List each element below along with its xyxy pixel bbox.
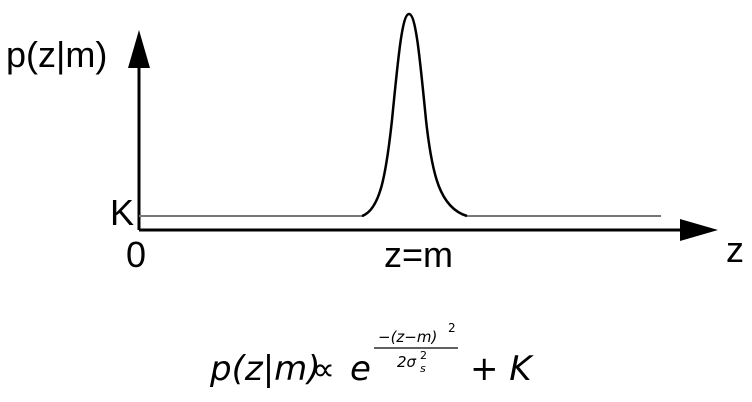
formula-exponent-numerator: −(z−m) <box>378 328 437 346</box>
gaussian-peak-curve <box>361 12 468 218</box>
origin-label: 0 <box>126 234 146 275</box>
formula-plus-term: + K <box>470 349 534 389</box>
x-axis-arrowhead <box>680 219 718 241</box>
formula-lhs: p(z|m) <box>209 349 321 389</box>
baseline-label: K <box>110 192 134 233</box>
formula-exponent-denominator: 2σ <box>397 353 417 371</box>
formula-exponent-numerator-power: 2 <box>448 321 456 335</box>
peak-location-label: z=m <box>384 234 453 275</box>
formula-base: e <box>350 349 371 389</box>
formula-exponent-denominator-power: 2 <box>420 349 427 362</box>
y-axis-arrowhead <box>128 30 150 68</box>
x-axis-label: z <box>726 229 744 270</box>
y-axis-label: p(z|m) <box>6 34 107 75</box>
formula: p(z|m) ∝ e −(z−m) 2 2σ 2 s + K <box>209 321 534 389</box>
formula-exponent-denominator-subscript: s <box>420 362 426 375</box>
formula-relation: ∝ <box>312 350 335 388</box>
